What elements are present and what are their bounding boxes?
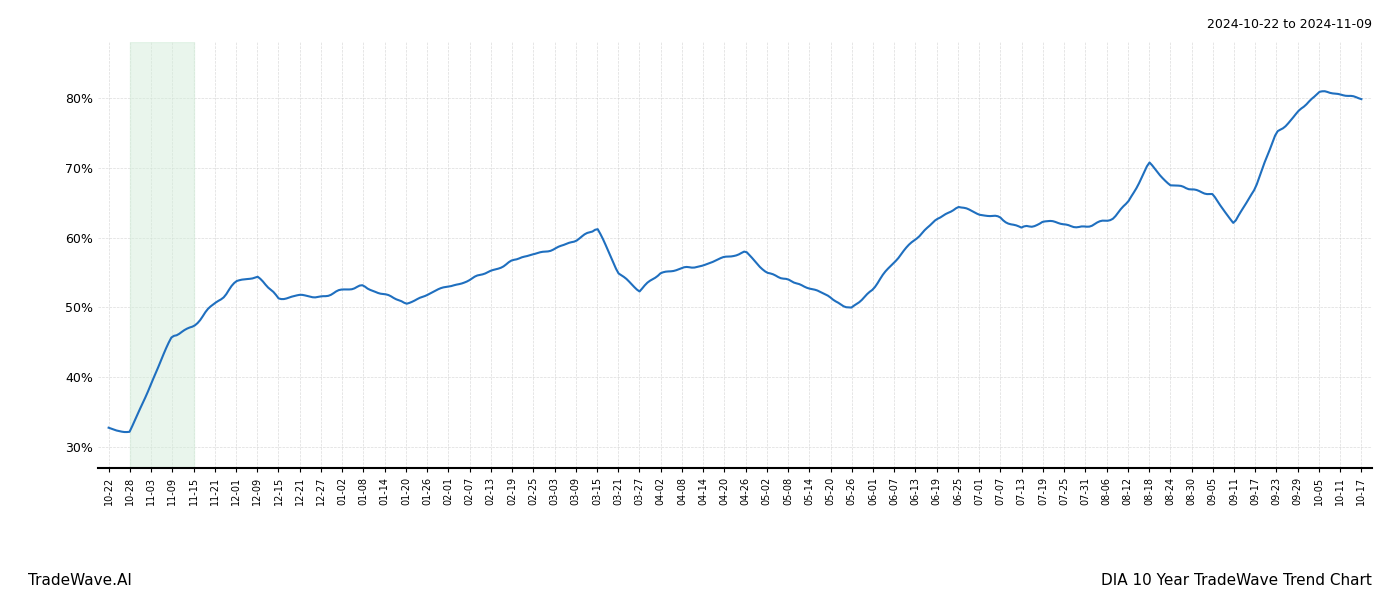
Bar [130, 42, 193, 468]
Text: 2024-10-22 to 2024-11-09: 2024-10-22 to 2024-11-09 [1207, 18, 1372, 31]
Text: TradeWave.AI: TradeWave.AI [28, 573, 132, 588]
Text: DIA 10 Year TradeWave Trend Chart: DIA 10 Year TradeWave Trend Chart [1102, 573, 1372, 588]
